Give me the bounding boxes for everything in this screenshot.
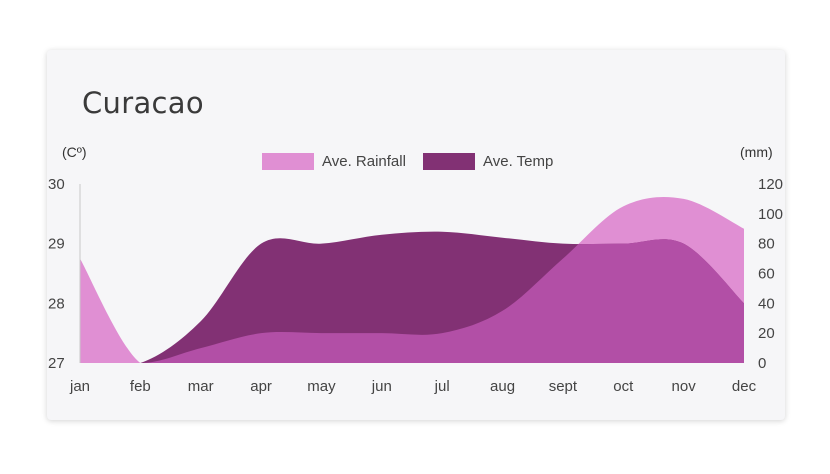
y-left-tick-label: 28 (48, 295, 65, 312)
legend-swatch-temp (423, 153, 475, 170)
y-left-tick-label: 29 (48, 236, 65, 253)
y-right-tick-label: 120 (758, 176, 783, 193)
right-axis-unit: (mm) (740, 144, 773, 160)
y-left-tick-label: 27 (48, 355, 65, 372)
y-right-tick-label: 80 (758, 236, 775, 253)
legend-label-temp: Ave. Temp (483, 153, 554, 170)
x-tick-label: mar (188, 378, 214, 395)
x-tick-label: apr (250, 378, 272, 395)
y-right-tick-label: 100 (758, 206, 783, 223)
legend-swatch-rainfall (262, 153, 314, 170)
x-tick-label: sept (549, 378, 578, 395)
x-tick-label: nov (672, 378, 697, 395)
y-right-tick-label: 20 (758, 325, 775, 342)
left-axis-unit: (Cº) (62, 144, 87, 160)
legend-item-rainfall[interactable]: Ave. Rainfall (262, 153, 406, 170)
x-tick-label: jul (434, 378, 450, 395)
x-tick-label: oct (613, 378, 634, 395)
y-right-tick-label: 0 (758, 355, 766, 372)
x-tick-label: jan (69, 378, 90, 395)
x-tick-label: jun (371, 378, 392, 395)
x-tick-label: feb (130, 378, 151, 395)
y-right-tick-label: 60 (758, 266, 775, 283)
legend-item-temp[interactable]: Ave. Temp (423, 153, 553, 170)
legend-label-rainfall: Ave. Rainfall (322, 153, 406, 170)
x-tick-label: may (307, 378, 336, 395)
y-right-tick-label: 40 (758, 295, 775, 312)
chart-title: Curacao (82, 86, 204, 120)
y-left-tick-label: 30 (48, 176, 65, 193)
x-tick-label: aug (490, 378, 515, 395)
x-tick-label: dec (732, 378, 757, 395)
